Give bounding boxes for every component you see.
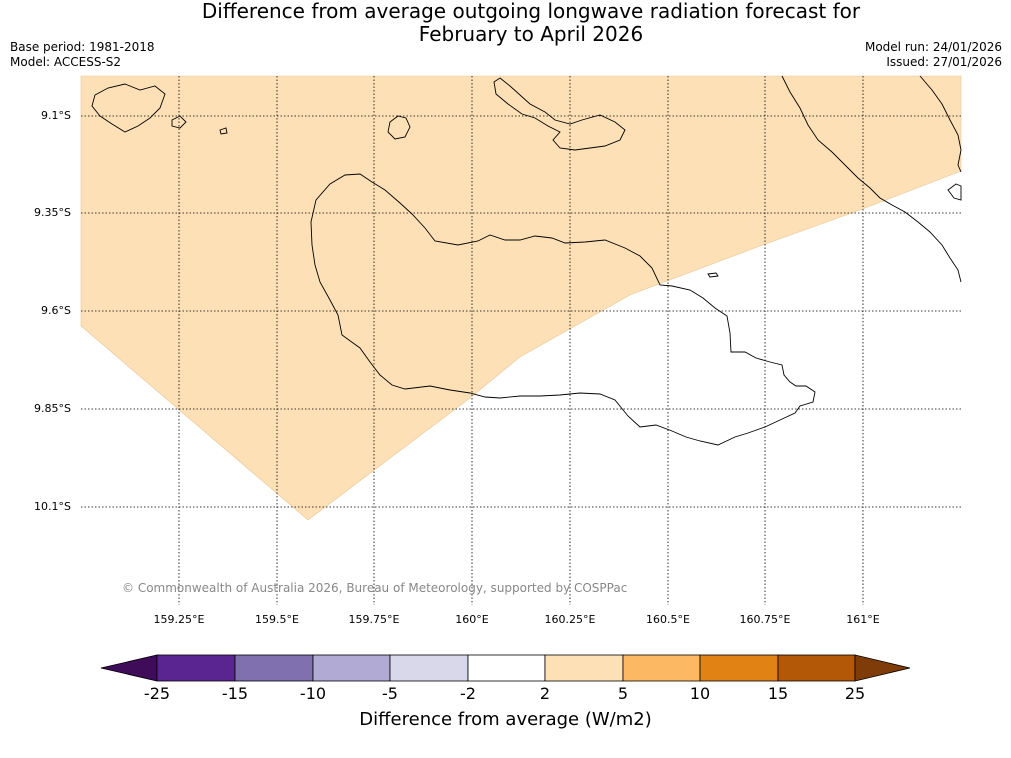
colorbar-bin-7: [622, 654, 701, 682]
meta-right: Model run: 24/01/2026 Issued: 27/01/2026: [865, 40, 1002, 70]
model-name: Model: ACCESS-S2: [10, 55, 122, 69]
island-russell: [91, 83, 166, 133]
lat-label-10.1: 10.1°S: [34, 500, 71, 513]
lon-label-160.75: 160.75°E: [739, 613, 791, 626]
lat-label-9.85: 9.85°S: [34, 402, 71, 415]
base-period: Base period: 1981-2018: [10, 40, 155, 54]
colorbar-bin-6: [544, 654, 624, 682]
colorbar-tick-neg2: -2: [460, 684, 476, 703]
meta-left: Base period: 1981-2018 Model: ACCESS-S2: [10, 40, 155, 70]
colorbar-bin-1: [156, 654, 236, 682]
colorbar-tick-neg10: -10: [299, 684, 327, 703]
map-title: Difference from average outgoing longwav…: [0, 0, 1011, 46]
colorbar-tick-5: 5: [617, 684, 629, 703]
lon-label-159.25: 159.25°E: [153, 613, 205, 626]
lat-label-9.35: 9.35°S: [34, 206, 71, 219]
colorbar-bin-5: [467, 654, 546, 682]
colorbar-bin-8: [699, 654, 779, 682]
model-run: Model run: 24/01/2026: [864, 40, 1002, 54]
colorbar-tick-neg25: -25: [143, 684, 171, 703]
colorbar-tick-neg15: -15: [221, 684, 249, 703]
issued-date: Issued: 27/01/2026: [886, 55, 1002, 69]
island-small-4: [947, 183, 962, 201]
island-small-2: [219, 127, 228, 135]
lon-label-160.5: 160.5°E: [646, 613, 690, 626]
colorbar-tick-15: 15: [767, 684, 789, 703]
island-small-3: [707, 272, 719, 278]
colorbar-bin-2: [234, 654, 314, 682]
colorbar-bin-4: [389, 654, 469, 682]
colorbar: [100, 654, 911, 682]
island-small-1: [171, 115, 187, 129]
island-savo: [387, 115, 411, 140]
colorbar-bin-3: [312, 654, 391, 682]
gridlines: [81, 76, 961, 605]
island-malaita-coast: [781, 75, 962, 283]
lon-label-160: 160°E: [455, 613, 489, 626]
title-line-2: February to April 2026: [418, 22, 644, 46]
island-nggela: [493, 77, 626, 151]
copyright-notice: © Commonwealth of Australia 2026, Bureau…: [122, 581, 628, 595]
title-line-1: Difference from average outgoing longwav…: [201, 0, 861, 23]
colorbar-title: Difference from average (W/m2): [359, 709, 652, 730]
colorbar-tick-10: 10: [689, 684, 711, 703]
colorbar-extend-high: [854, 654, 911, 682]
lat-label-9.6: 9.6°S: [41, 304, 71, 317]
colorbar-tick-2: 2: [539, 684, 551, 703]
colorbar-extend-low: [100, 654, 158, 682]
island-malaita-north: [919, 75, 962, 173]
lon-label-159.75: 159.75°E: [348, 613, 400, 626]
lon-label-161: 161°E: [846, 613, 880, 626]
lat-label-9.1: 9.1°S: [41, 109, 71, 122]
island-guadalcanal: [310, 173, 816, 446]
colorbar-tick-25: 25: [844, 684, 866, 703]
colorbar-tick-neg5: -5: [382, 684, 398, 703]
lon-label-160.25: 160.25°E: [544, 613, 596, 626]
colorbar-bin-9: [777, 654, 856, 682]
lon-label-159.5: 159.5°E: [255, 613, 299, 626]
anomaly-region: [80, 75, 962, 521]
